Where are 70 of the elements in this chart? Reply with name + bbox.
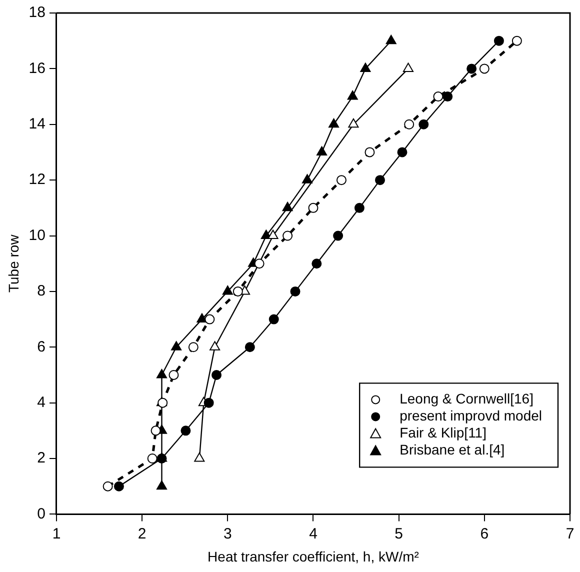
point	[282, 230, 293, 241]
point	[312, 258, 322, 269]
point	[479, 64, 490, 74]
x-tick-label: 1	[52, 525, 61, 542]
point	[364, 147, 375, 158]
x-tick-label: 6	[480, 525, 489, 542]
point	[204, 398, 214, 408]
point	[404, 119, 414, 130]
point	[204, 314, 215, 324]
point	[102, 481, 113, 492]
point	[282, 202, 293, 212]
point	[328, 118, 340, 128]
y-axis-title: Tube row	[5, 234, 22, 293]
point	[386, 34, 396, 44]
point	[375, 175, 385, 186]
point	[348, 118, 359, 128]
legend-label: Fair & Klip[11]	[400, 424, 486, 441]
point	[442, 92, 453, 102]
point	[244, 342, 255, 352]
x-tick-label: 4	[309, 525, 318, 542]
point	[308, 202, 318, 213]
point	[156, 368, 168, 378]
point	[232, 286, 243, 296]
point	[354, 202, 364, 213]
point	[171, 341, 182, 350]
point	[418, 119, 429, 130]
point	[196, 313, 208, 323]
y-tick-label: 10	[28, 226, 46, 244]
y-tick-label: 2	[37, 450, 46, 467]
point	[316, 146, 328, 156]
x-tick-label: 7	[566, 525, 574, 542]
point	[114, 481, 124, 492]
y-tick-label: 12	[28, 171, 46, 188]
point	[268, 314, 279, 324]
point	[168, 370, 179, 380]
legend-label: present improvd model	[400, 408, 542, 424]
legend-label: Brisbane et al.[4]	[400, 442, 505, 458]
x-tick-label: 5	[394, 525, 403, 542]
point	[302, 174, 313, 184]
y-tick-label: 14	[28, 116, 46, 133]
point	[254, 258, 264, 269]
y-tick-label: 8	[37, 282, 46, 300]
y-tick-label: 0	[37, 505, 46, 522]
point	[268, 230, 278, 240]
point	[402, 62, 414, 72]
point	[397, 147, 408, 158]
x-tick-label: 2	[138, 525, 146, 542]
point	[290, 286, 300, 296]
y-tick-label: 6	[37, 338, 46, 356]
point	[360, 62, 371, 72]
point	[156, 480, 168, 490]
point	[494, 36, 504, 46]
x-axis-title: Heat transfer coefficient, h, kW/m²	[208, 548, 420, 564]
point	[188, 342, 198, 352]
y-tick-label: 4	[37, 394, 46, 411]
legend-label: Leong & Cornwell[16]	[400, 390, 534, 407]
point	[147, 454, 158, 464]
point	[212, 370, 222, 380]
point	[222, 285, 233, 295]
x-tick-label: 3	[223, 525, 232, 542]
y-tick-label: 18	[28, 4, 46, 22]
point	[210, 341, 220, 350]
point	[347, 90, 358, 100]
point	[333, 230, 344, 241]
point	[194, 452, 205, 462]
point	[336, 175, 346, 186]
y-tick-label: 16	[28, 60, 46, 77]
point	[466, 64, 477, 74]
point	[150, 426, 161, 436]
point	[180, 426, 191, 436]
